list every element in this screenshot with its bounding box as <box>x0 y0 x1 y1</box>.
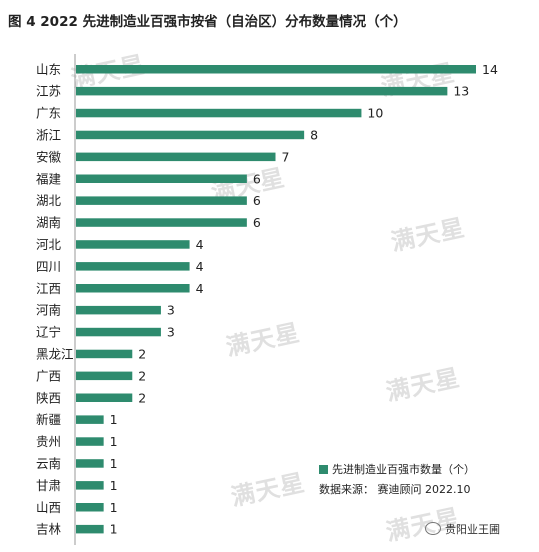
bar <box>76 86 448 96</box>
legend-label: 先进制造业百强市数量（个） <box>332 463 475 476</box>
category-label: 河北 <box>36 237 62 252</box>
category-label: 安徽 <box>36 149 62 164</box>
bar <box>76 130 305 140</box>
category-label: 广西 <box>36 368 61 383</box>
bar <box>76 174 247 183</box>
category-label: 山东 <box>36 62 61 77</box>
data-label: 14 <box>482 62 498 77</box>
data-label: 10 <box>367 106 383 121</box>
category-label: 黑龙江 <box>36 346 74 361</box>
bar <box>76 393 133 402</box>
category-label: 河南 <box>36 303 61 318</box>
legend-swatch <box>319 465 328 474</box>
bar <box>76 152 276 162</box>
bar <box>76 196 247 205</box>
category-label: 山西 <box>36 500 61 515</box>
data-label: 6 <box>253 215 261 230</box>
category-label: 新疆 <box>36 412 61 427</box>
category-label: 甘肃 <box>36 478 61 493</box>
category-label: 江苏 <box>36 84 61 99</box>
category-label: 福建 <box>36 171 62 186</box>
category-label: 贵州 <box>36 434 61 449</box>
bar <box>76 524 104 534</box>
category-label: 湖南 <box>36 215 61 230</box>
bar <box>76 349 133 359</box>
wechat-icon <box>425 522 441 535</box>
data-label: 4 <box>196 259 204 274</box>
bar <box>76 481 104 490</box>
data-label: 6 <box>253 193 261 208</box>
category-label: 广东 <box>36 106 61 121</box>
category-label: 浙江 <box>36 127 61 142</box>
data-label: 1 <box>110 522 118 537</box>
category-label: 陕西 <box>36 390 61 405</box>
data-label: 4 <box>196 237 204 252</box>
data-label: 1 <box>110 500 118 515</box>
bar <box>76 108 362 118</box>
bar <box>76 240 190 249</box>
brand-mark: 贵阳业王圃 <box>425 521 500 537</box>
data-label: 1 <box>110 456 118 471</box>
bar <box>76 503 104 512</box>
data-label: 8 <box>310 127 318 142</box>
data-label: 2 <box>138 390 146 405</box>
data-label: 13 <box>453 84 469 99</box>
data-label: 4 <box>196 281 204 296</box>
data-label: 2 <box>138 368 146 383</box>
legend: 先进制造业百强市数量（个） <box>319 461 475 477</box>
category-label: 辽宁 <box>36 325 61 340</box>
data-label: 7 <box>282 149 290 164</box>
bar <box>76 459 104 468</box>
category-label: 湖北 <box>36 193 62 208</box>
bar <box>76 327 161 337</box>
data-label: 6 <box>253 171 261 186</box>
bar <box>76 305 161 315</box>
data-label: 2 <box>138 346 146 361</box>
data-source: 数据来源： 赛迪顾问 2022.10 <box>319 483 471 496</box>
bar <box>76 284 190 293</box>
chart-title: 图 4 2022 先进制造业百强市按省（自治区）分布数量情况（个） <box>8 14 407 30</box>
data-label: 3 <box>167 303 175 318</box>
bar <box>76 371 133 381</box>
data-label: 1 <box>110 412 118 427</box>
category-label: 云南 <box>36 456 61 471</box>
bar <box>76 218 247 227</box>
category-label: 江西 <box>36 281 61 296</box>
data-label: 3 <box>167 325 175 340</box>
brand-label: 贵阳业王圃 <box>445 523 500 536</box>
category-label: 四川 <box>36 259 61 274</box>
bar <box>76 262 190 271</box>
bar <box>76 437 104 446</box>
category-label: 吉林 <box>36 522 62 537</box>
data-label: 1 <box>110 434 118 449</box>
bar <box>76 65 476 74</box>
bar <box>76 415 104 424</box>
data-label: 1 <box>110 478 118 493</box>
